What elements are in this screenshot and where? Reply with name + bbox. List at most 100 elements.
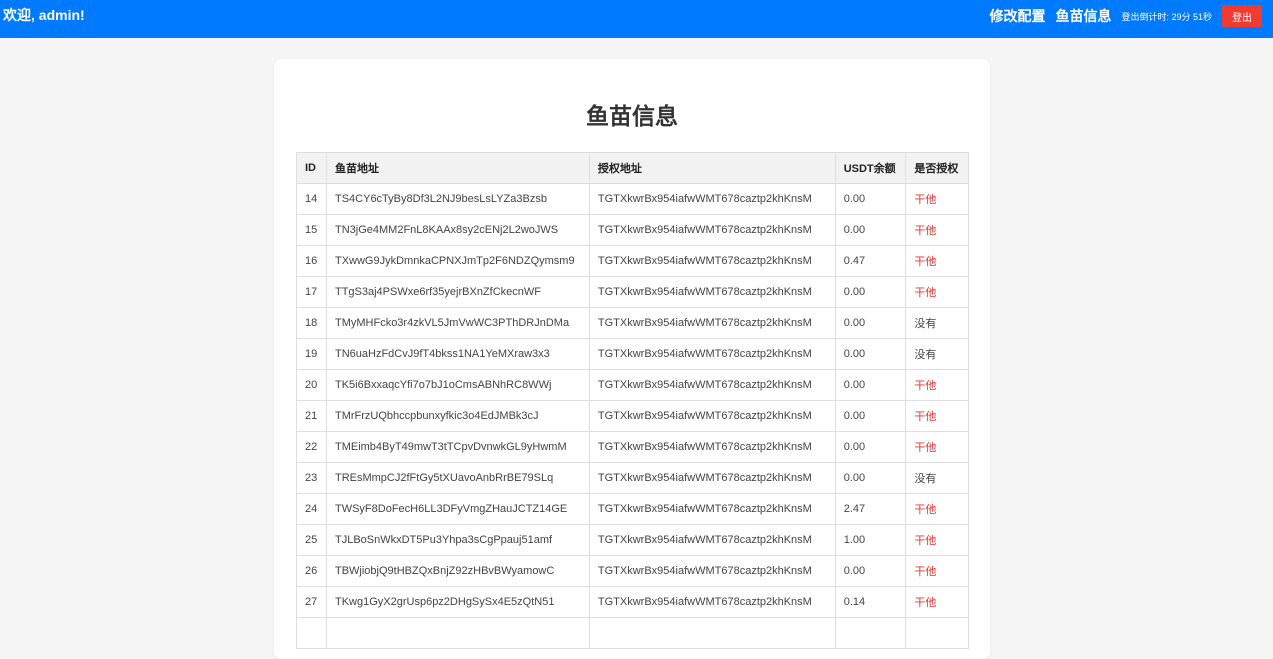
cell-id: 23 bbox=[296, 462, 327, 494]
column-header: 是否授权 bbox=[905, 152, 969, 184]
cell-id: 18 bbox=[296, 307, 327, 339]
cell-id: 19 bbox=[296, 338, 327, 370]
logout-countdown: 登出倒计时: 29分 51秒 bbox=[1121, 11, 1212, 22]
cell-fish-address: TN3jGe4MM2FnL8KAAx8sy2cENj2L2woJWS bbox=[325, 214, 590, 246]
cell-usdt-balance: 0.14 bbox=[834, 586, 907, 618]
cell-authorized: 没有 bbox=[905, 462, 969, 494]
table-row: 20 TK5i6BxxaqcYfi7o7bJ1oCmsABNhRC8WWj TGTX… bbox=[296, 369, 969, 401]
cell-usdt-balance: 0.00 bbox=[834, 307, 907, 339]
cell-fish-address: TTgS3aj4PSWxe6rf35yejrBXnZfCkecnWF bbox=[325, 276, 590, 308]
page-title: 鱼苗信息 bbox=[586, 103, 678, 129]
content-card: 鱼苗信息 ID 鱼苗地址 授权地址 USDT余额 是否授权 14 TS4CY6cTyBy8… bbox=[274, 59, 990, 659]
cell-fish-address: TBWjiobjQ9tHBZQxBnjZ92zHBvBWyamowC bbox=[325, 555, 590, 587]
cell-id: 16 bbox=[296, 245, 327, 277]
cell-id: 27 bbox=[296, 586, 327, 618]
table-row: 14 TS4CY6cTyBy8Df3L2NJ9besLsLYZa3Bzsb TGTX… bbox=[296, 183, 969, 215]
table-row bbox=[296, 617, 969, 649]
cell-usdt-balance: 0.00 bbox=[834, 555, 907, 587]
table-row: 15 TN3jGe4MM2FnL8KAAx8sy2cENj2L2woJWS TGTX… bbox=[296, 214, 969, 246]
cell-usdt-balance: 0.00 bbox=[834, 462, 907, 494]
cell-auth-address: TGTXkwrBx954iafwWMT678caztp2khKnsM bbox=[588, 586, 836, 618]
top-bar: 欢迎, admin! 修改配置 鱼苗信息 登出倒计时: 29分 51秒 登出 bbox=[0, 0, 1273, 38]
cell-authorized bbox=[905, 617, 969, 649]
table-row: 24 TWSyF8DoFecH6LL3DFyVmgZHauJCTZ14GE TGTX… bbox=[296, 493, 969, 525]
cell-authorized: 干他 bbox=[905, 183, 969, 215]
column-header: 鱼苗地址 bbox=[325, 152, 590, 184]
cell-authorized: 干他 bbox=[905, 493, 969, 525]
cell-fish-address: TWSyF8DoFecH6LL3DFyVmgZHauJCTZ14GE bbox=[325, 493, 590, 525]
cell-auth-address: TGTXkwrBx954iafwWMT678caztp2khKnsM bbox=[588, 307, 836, 339]
cell-usdt-balance: 0.00 bbox=[834, 400, 907, 432]
cell-auth-address: TGTXkwrBx954iafwWMT678caztp2khKnsM bbox=[588, 493, 836, 525]
cell-fish-address: TMyMHFcko3r4zkVL5JmVwWC3PThDRJnDMa bbox=[325, 307, 590, 339]
fish-table: ID 鱼苗地址 授权地址 USDT余额 是否授权 14 TS4CY6cTyBy8Df3L2… bbox=[296, 152, 969, 649]
cell-id: 15 bbox=[296, 214, 327, 246]
cell-id: 22 bbox=[296, 431, 327, 463]
cell-usdt-balance: 0.00 bbox=[834, 431, 907, 463]
cell-fish-address: TS4CY6cTyBy8Df3L2NJ9besLsLYZa3Bzsb bbox=[325, 183, 590, 215]
cell-authorized: 干他 bbox=[905, 586, 969, 618]
cell-id: 25 bbox=[296, 524, 327, 556]
nav: 修改配置 鱼苗信息 登出倒计时: 29分 51秒 登出 bbox=[989, 5, 1262, 27]
cell-fish-address: TKwg1GyX2grUsp6pz2DHgSySx4E5zQtN51 bbox=[325, 586, 590, 618]
cell-authorized: 干他 bbox=[905, 245, 969, 277]
cell-usdt-balance: 0.00 bbox=[834, 338, 907, 370]
cell-auth-address bbox=[588, 617, 836, 649]
cell-authorized: 没有 bbox=[905, 338, 969, 370]
cell-authorized: 没有 bbox=[905, 307, 969, 339]
cell-fish-address: TK5i6BxxaqcYfi7o7bJ1oCmsABNhRC8WWj bbox=[325, 369, 590, 401]
cell-usdt-balance: 2.47 bbox=[834, 493, 907, 525]
cell-fish-address: TMEimb4ByT49mwT3tTCpvDvnwkGL9yHwmM bbox=[325, 431, 590, 463]
cell-usdt-balance: 0.00 bbox=[834, 369, 907, 401]
cell-usdt-balance: 0.00 bbox=[834, 183, 907, 215]
cell-auth-address: TGTXkwrBx954iafwWMT678caztp2khKnsM bbox=[588, 245, 836, 277]
cell-auth-address: TGTXkwrBx954iafwWMT678caztp2khKnsM bbox=[588, 524, 836, 556]
welcome-text: 欢迎, admin! bbox=[3, 7, 85, 23]
cell-usdt-balance: 0.47 bbox=[834, 245, 907, 277]
cell-auth-address: TGTXkwrBx954iafwWMT678caztp2khKnsM bbox=[588, 338, 836, 370]
cell-fish-address: TN6uaHzFdCvJ9fT4bkss1NA1YeMXraw3x3 bbox=[325, 338, 590, 370]
cell-usdt-balance: 0.00 bbox=[834, 276, 907, 308]
cell-auth-address: TGTXkwrBx954iafwWMT678caztp2khKnsM bbox=[588, 276, 836, 308]
nav-fish-info[interactable]: 鱼苗信息 bbox=[1055, 8, 1112, 24]
cell-fish-address: TJLBoSnWkxDT5Pu3Yhpa3sCgPpauj51amf bbox=[325, 524, 590, 556]
cell-auth-address: TGTXkwrBx954iafwWMT678caztp2khKnsM bbox=[588, 214, 836, 246]
cell-id: 20 bbox=[296, 369, 327, 401]
table-row: 22 TMEimb4ByT49mwT3tTCpvDvnwkGL9yHwmM TGTX… bbox=[296, 431, 969, 463]
table-row: 18 TMyMHFcko3r4zkVL5JmVwWC3PThDRJnDMa TGTX… bbox=[296, 307, 969, 339]
cell-fish-address bbox=[325, 617, 590, 649]
cell-id: 14 bbox=[296, 183, 327, 215]
cell-auth-address: TGTXkwrBx954iafwWMT678caztp2khKnsM bbox=[588, 183, 836, 215]
cell-id bbox=[296, 617, 327, 649]
table-row: 25 TJLBoSnWkxDT5Pu3Yhpa3sCgPpauj51amf TGTX… bbox=[296, 524, 969, 556]
cell-id: 26 bbox=[296, 555, 327, 587]
table-row: 21 TMrFrzUQbhccpbunxyfkic3o4EdJMBk3cJ TGTX… bbox=[296, 400, 969, 432]
table-row: 23 TREsMmpCJ2fFtGy5tXUavoAnbRrBE79SLq TGTX… bbox=[296, 462, 969, 494]
cell-id: 24 bbox=[296, 493, 327, 525]
table-row: 17 TTgS3aj4PSWxe6rf35yejrBXnZfCkecnWF TGTX… bbox=[296, 276, 969, 308]
cell-authorized: 干他 bbox=[905, 431, 969, 463]
cell-fish-address: TREsMmpCJ2fFtGy5tXUavoAnbRrBE79SLq bbox=[325, 462, 590, 494]
nav-edit-config[interactable]: 修改配置 bbox=[989, 8, 1046, 24]
table-row: 19 TN6uaHzFdCvJ9fT4bkss1NA1YeMXraw3x3 TGTX… bbox=[296, 338, 969, 370]
cell-authorized: 干他 bbox=[905, 524, 969, 556]
table-row: 26 TBWjiobjQ9tHBZQxBnjZ92zHBvBWyamowC TGTX… bbox=[296, 555, 969, 587]
cell-auth-address: TGTXkwrBx954iafwWMT678caztp2khKnsM bbox=[588, 431, 836, 463]
cell-usdt-balance: 0.00 bbox=[834, 214, 907, 246]
cell-id: 17 bbox=[296, 276, 327, 308]
cell-usdt-balance bbox=[834, 617, 907, 649]
cell-auth-address: TGTXkwrBx954iafwWMT678caztp2khKnsM bbox=[588, 369, 836, 401]
column-header: USDT余额 bbox=[834, 152, 907, 184]
cell-auth-address: TGTXkwrBx954iafwWMT678caztp2khKnsM bbox=[588, 555, 836, 587]
cell-fish-address: TXwwG9JykDmnkaCPNXJmTp2F6NDZQymsm9 bbox=[325, 245, 590, 277]
cell-id: 21 bbox=[296, 400, 327, 432]
cell-auth-address: TGTXkwrBx954iafwWMT678caztp2khKnsM bbox=[588, 462, 836, 494]
cell-authorized: 干他 bbox=[905, 276, 969, 308]
cell-authorized: 干他 bbox=[905, 400, 969, 432]
cell-fish-address: TMrFrzUQbhccpbunxyfkic3o4EdJMBk3cJ bbox=[325, 400, 590, 432]
cell-authorized: 干他 bbox=[905, 214, 969, 246]
cell-auth-address: TGTXkwrBx954iafwWMT678caztp2khKnsM bbox=[588, 400, 836, 432]
cell-authorized: 干他 bbox=[905, 555, 969, 587]
column-header: 授权地址 bbox=[588, 152, 836, 184]
logout-button[interactable]: 登出 bbox=[1222, 5, 1262, 27]
